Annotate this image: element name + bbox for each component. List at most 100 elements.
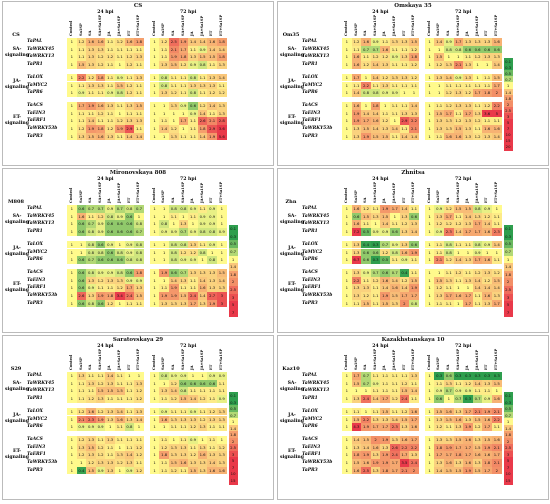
gene-label: TaLOX	[302, 408, 318, 414]
gene-label: TaPR1	[302, 229, 318, 235]
heatmap-cell: 1	[67, 292, 77, 300]
heatmap-cell: 1	[472, 61, 483, 69]
heatmap-cell: 1.3	[197, 268, 208, 277]
heatmap-cell: 1.3	[434, 415, 444, 424]
heatmap-cell: 1.3	[105, 407, 115, 416]
heatmap-cell: 1.1	[178, 423, 189, 431]
heatmap-cell: 1	[342, 38, 352, 46]
heatmap-cell: 1.6	[444, 407, 454, 416]
heatmap-cell: 1.7	[124, 284, 135, 292]
gene-label: TaACS	[302, 102, 318, 108]
heatmap-cell: 0.7	[361, 372, 371, 380]
heatmap-cell: 1.2	[472, 117, 483, 125]
heatmap-cell: 1	[169, 220, 179, 229]
heatmap-cell: 1.3	[399, 38, 410, 46]
column-header: ET+Sa1SP	[136, 181, 141, 203]
scale-cell: 15	[228, 476, 238, 485]
heatmap-cell: 1.1	[76, 379, 87, 388]
heatmap-cell: 1.1	[434, 248, 444, 257]
heatmap-cell: 1.4	[169, 276, 179, 285]
heatmap-cell: 0.7	[370, 268, 381, 277]
heatmap-cell: 0.9	[207, 205, 217, 213]
heatmap-cell: 1.1	[370, 387, 381, 396]
heatmap-cell: 2.2	[492, 415, 502, 424]
column-header: JA	[107, 365, 112, 371]
heatmap-cell: 0.8	[86, 228, 96, 236]
heatmap-cell: 0.3	[472, 372, 483, 380]
heatmap-cell: 1.2	[409, 45, 419, 54]
heatmap-cell: 1.6	[399, 435, 410, 444]
column-header: ET+Sa1SP	[136, 14, 141, 36]
heatmap-cell: 1	[149, 109, 160, 118]
heatmap-cell: 1.1	[178, 73, 189, 82]
heatmap-cell: 1.4	[351, 435, 362, 444]
gene-label: TaLOX	[27, 74, 43, 80]
scale-cell: 0.3	[228, 232, 238, 241]
heatmap-cell: 1.2	[76, 125, 87, 133]
heatmap-cell: 1.5	[370, 132, 381, 141]
heatmap-cell: 1	[67, 395, 77, 403]
group-label: SA- signaling	[280, 47, 304, 58]
heatmap-cell: 1	[67, 73, 77, 82]
heatmap-cell: 1.5	[409, 38, 419, 46]
heatmap-cell: 1	[159, 423, 169, 431]
panel-code: S29	[10, 366, 22, 372]
heatmap-cell: 1.7	[409, 435, 419, 444]
heatmap-cell: 1.6	[444, 459, 454, 467]
panel-m808: Mironovskaya 808 M808 24 hpi Control Sa1SP SA…	[2, 168, 274, 333]
heatmap-cell: 1.3	[134, 73, 144, 82]
heatmap-cell: 1.6	[482, 228, 492, 236]
heatmap-cell: 1.1	[115, 435, 125, 444]
gene-label: TaWRKY53b	[302, 460, 333, 465]
heatmap-cell: 1.1	[105, 117, 115, 125]
heatmap-cell: 1	[115, 109, 125, 118]
heatmap-cell: 1	[159, 132, 169, 141]
heatmap-cell: 1.6	[95, 38, 106, 46]
group-label: SA- signaling	[5, 381, 29, 392]
scale-cell: 2	[228, 437, 238, 446]
heatmap-cell: 1.7	[492, 81, 502, 90]
heatmap-cell: 1	[134, 372, 144, 380]
column-header: JA+Sa1SP	[474, 349, 479, 370]
heatmap-cell: 0.6	[444, 372, 454, 380]
time-point-label: 72 hpi	[180, 177, 197, 182]
heatmap-cell: 1.4	[197, 109, 208, 118]
heatmap-cell: 0.6	[105, 256, 115, 264]
heatmap-cell: 1.5	[453, 125, 464, 133]
scale-cell: 3	[228, 450, 238, 459]
heatmap-cell: 1.9	[370, 459, 381, 467]
heatmap-cell: 1	[149, 407, 160, 416]
heatmap-cell: 1.4	[390, 276, 400, 285]
heatmap-cell: 1.6	[482, 125, 492, 133]
scale-cell: 2	[503, 278, 513, 287]
heatmap-cell: 2.1	[492, 407, 502, 416]
heatmap-cell: 1	[67, 101, 77, 110]
heatmap-cell: 1.1	[159, 466, 169, 475]
heatmap-cell: 0.8	[124, 423, 135, 431]
heatmap-cell: 1.3	[380, 443, 390, 452]
heatmap-cell: 1	[159, 101, 169, 110]
heatmap-cell: 1	[342, 451, 352, 459]
heatmap-cell: 2.4	[399, 395, 410, 403]
heatmap-cell: 1.3	[390, 299, 400, 308]
group-label: SA- signaling	[5, 47, 29, 58]
column-header: ET+Sa1SP	[136, 348, 141, 370]
heatmap-cell: 1.5	[169, 459, 179, 467]
heatmap-cell: 1.5	[361, 212, 371, 221]
heatmap-cell: 0.9	[188, 61, 198, 69]
heatmap-cell: 1.3	[178, 299, 189, 308]
heatmap-cell: 1.4	[370, 73, 381, 82]
heatmap-cell: 1.7	[463, 407, 473, 416]
heatmap-cell: 1.3	[399, 240, 410, 249]
heatmap-cell: 1.7	[463, 299, 473, 308]
heatmap-cell: 1.1	[217, 81, 227, 90]
heatmap-cell: 1	[149, 284, 160, 292]
heatmap-cell: 1.1	[95, 89, 106, 97]
heatmap-cell: 1.6	[95, 132, 106, 141]
heatmap-cell: 1	[159, 256, 169, 264]
heatmap-cell: 3.6	[217, 125, 227, 133]
heatmap-cell: 0.7	[361, 379, 371, 388]
heatmap-cell: 1.1	[472, 292, 483, 300]
column-header: Sa1SP	[436, 357, 441, 370]
column-header: ET	[484, 364, 489, 370]
